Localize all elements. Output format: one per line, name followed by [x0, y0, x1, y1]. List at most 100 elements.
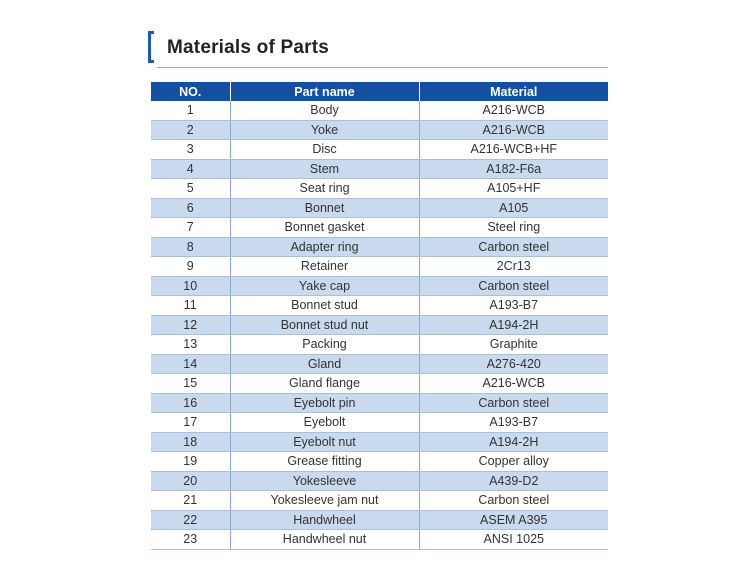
- title-underline: [157, 67, 608, 68]
- row-material: A216-WCB+HF: [419, 139, 608, 160]
- row-no: 5: [151, 178, 231, 199]
- table-row: 16 Eyebolt pin Carbon steel: [151, 393, 608, 413]
- materials-table: NO. Part name Material 1 Body A216-WCB 2 Yok…: [151, 82, 608, 550]
- row-part-name: Eyebolt nut: [230, 432, 420, 452]
- table-row: 3 Disc A216-WCB+HF: [151, 139, 608, 160]
- row-no: 1: [151, 101, 231, 121]
- row-material: Carbon steel: [419, 237, 608, 257]
- row-material: Copper alloy: [419, 451, 608, 472]
- row-material: A216-WCB: [419, 373, 608, 394]
- row-no: 4: [151, 159, 231, 179]
- row-part-name: Yake cap: [230, 276, 420, 296]
- row-part-name: Eyebolt pin: [230, 393, 420, 413]
- row-no: 8: [151, 237, 231, 257]
- row-no: 19: [151, 451, 231, 472]
- row-material: Carbon steel: [419, 393, 608, 413]
- row-material: 2Cr13: [419, 256, 608, 277]
- row-material: A105+HF: [419, 178, 608, 199]
- row-material: ANSI 1025: [419, 529, 608, 550]
- table-row: 18 Eyebolt nut A194-2H: [151, 432, 608, 452]
- row-part-name: Packing: [230, 334, 420, 355]
- row-part-name: Yokesleeve jam nut: [230, 490, 420, 511]
- row-no: 13: [151, 334, 231, 355]
- row-no: 6: [151, 198, 231, 218]
- header-part-name: Part name: [230, 82, 420, 101]
- table-row: 14 Gland A276-420: [151, 354, 608, 374]
- table-row: 4 Stem A182-F6a: [151, 159, 608, 179]
- page-title: Materials of Parts: [167, 37, 329, 58]
- row-no: 16: [151, 393, 231, 413]
- row-part-name: Stem: [230, 159, 420, 179]
- row-part-name: Yokesleeve: [230, 471, 420, 491]
- table-row: 12 Bonnet stud nut A194-2H: [151, 315, 608, 335]
- table-row: 17 Eyebolt A193-B7: [151, 412, 608, 433]
- header-no: NO.: [151, 82, 231, 101]
- table-row: 13 Packing Graphite: [151, 334, 608, 355]
- row-material: Steel ring: [419, 217, 608, 238]
- row-material: A194-2H: [419, 315, 608, 335]
- row-no: 20: [151, 471, 231, 491]
- table-row: 22 Handwheel ASEM A395: [151, 510, 608, 530]
- row-part-name: Bonnet: [230, 198, 420, 218]
- row-material: A439-D2: [419, 471, 608, 491]
- row-part-name: Gland: [230, 354, 420, 374]
- row-part-name: Bonnet stud nut: [230, 315, 420, 335]
- row-material: Carbon steel: [419, 276, 608, 296]
- table-row: 11 Bonnet stud A193-B7: [151, 295, 608, 316]
- row-no: 10: [151, 276, 231, 296]
- row-no: 18: [151, 432, 231, 452]
- table-row: 1 Body A216-WCB: [151, 101, 608, 121]
- table-row: 8 Adapter ring Carbon steel: [151, 237, 608, 257]
- row-part-name: Handwheel: [230, 510, 420, 530]
- row-no: 21: [151, 490, 231, 511]
- row-no: 14: [151, 354, 231, 374]
- row-material: Graphite: [419, 334, 608, 355]
- table-row: 7 Bonnet gasket Steel ring: [151, 217, 608, 238]
- table-row: 20 Yokesleeve A439-D2: [151, 471, 608, 491]
- row-part-name: Disc: [230, 139, 420, 160]
- row-no: 23: [151, 529, 231, 550]
- row-material: A193-B7: [419, 295, 608, 316]
- table-row: 10 Yake cap Carbon steel: [151, 276, 608, 296]
- row-no: 22: [151, 510, 231, 530]
- table-row: 2 Yoke A216-WCB: [151, 120, 608, 140]
- table-body: 1 Body A216-WCB 2 Yoke A216-WCB 3 Disc A216-WCB+…: [151, 101, 608, 550]
- table-row: 21 Yokesleeve jam nut Carbon steel: [151, 490, 608, 511]
- row-material: A193-B7: [419, 412, 608, 433]
- row-no: 17: [151, 412, 231, 433]
- table-header-row: NO. Part name Material: [151, 82, 608, 101]
- row-part-name: Adapter ring: [230, 237, 420, 257]
- row-material: A216-WCB: [419, 101, 608, 121]
- row-part-name: Grease fitting: [230, 451, 420, 472]
- row-material: A216-WCB: [419, 120, 608, 140]
- row-no: 15: [151, 373, 231, 394]
- table-row: 23 Handwheel nut ANSI 1025: [151, 529, 608, 550]
- row-no: 2: [151, 120, 231, 140]
- row-no: 11: [151, 295, 231, 316]
- row-no: 9: [151, 256, 231, 277]
- row-material: A182-F6a: [419, 159, 608, 179]
- row-part-name: Bonnet gasket: [230, 217, 420, 238]
- row-part-name: Body: [230, 101, 420, 121]
- row-part-name: Gland flange: [230, 373, 420, 394]
- row-part-name: Seat ring: [230, 178, 420, 199]
- table-row: 5 Seat ring A105+HF: [151, 178, 608, 199]
- section-header: Materials of Parts: [148, 31, 608, 68]
- row-material: A276-420: [419, 354, 608, 374]
- row-material: ASEM A395: [419, 510, 608, 530]
- table-row: 9 Retainer 2Cr13: [151, 256, 608, 277]
- row-material: Carbon steel: [419, 490, 608, 511]
- row-part-name: Bonnet stud: [230, 295, 420, 316]
- row-part-name: Handwheel nut: [230, 529, 420, 550]
- row-part-name: Yoke: [230, 120, 420, 140]
- row-material: A105: [419, 198, 608, 218]
- row-no: 7: [151, 217, 231, 238]
- row-material: A194-2H: [419, 432, 608, 452]
- row-no: 12: [151, 315, 231, 335]
- table-row: 6 Bonnet A105: [151, 198, 608, 218]
- row-part-name: Retainer: [230, 256, 420, 277]
- table-row: 19 Grease fitting Copper alloy: [151, 451, 608, 472]
- row-part-name: Eyebolt: [230, 412, 420, 433]
- title-bracket: [148, 31, 154, 63]
- table-row: 15 Gland flange A216-WCB: [151, 373, 608, 394]
